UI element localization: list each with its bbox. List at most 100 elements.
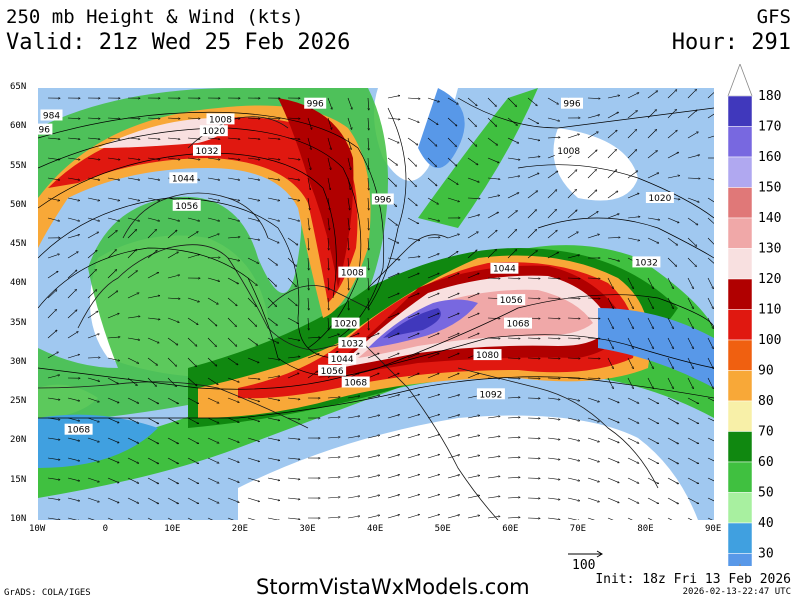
wind-vector (687, 517, 693, 520)
height-label: 1092 (479, 390, 502, 400)
wind-vector (687, 217, 698, 225)
height-label-box (328, 353, 357, 364)
wind-vector (307, 137, 311, 150)
wind-vector (547, 252, 559, 259)
wind-vector (547, 497, 560, 500)
wind-vector (667, 130, 677, 139)
wind-vector (227, 257, 240, 261)
longitude-label: 10E (164, 524, 181, 534)
wind-vector (287, 317, 299, 324)
wind-vector (167, 157, 180, 160)
wind-vector (287, 237, 298, 245)
wind-vector (247, 377, 260, 379)
forecast-hour: Hour: 291 (671, 30, 791, 55)
wind-vector (707, 197, 714, 203)
wind-vector (447, 293, 459, 299)
wind-vector (187, 417, 199, 424)
wind-vector (647, 497, 659, 504)
wind-vector (667, 109, 676, 119)
height-label: 996 (374, 196, 391, 206)
wind-vector (587, 318, 600, 319)
wind-vector (487, 177, 500, 179)
colorbar-level-label: 90 (758, 364, 774, 379)
wind-vector (308, 297, 309, 310)
wind-vector (87, 197, 100, 201)
wind-vector (308, 317, 309, 330)
wind-vector (207, 437, 219, 443)
wind-vector (207, 477, 219, 483)
wind-vector (427, 157, 436, 167)
wind-vector (207, 177, 220, 180)
wind-vector (127, 397, 139, 403)
wind-vector (407, 495, 420, 499)
wind-vector (227, 477, 239, 482)
wind-vector (607, 357, 613, 369)
wind-vector (367, 373, 379, 379)
wind-vector (207, 357, 217, 366)
wind-vector (207, 397, 219, 403)
height-label-box (193, 144, 221, 156)
wind-vector (587, 457, 599, 462)
wind-vector (627, 111, 637, 119)
wind-vector (187, 232, 198, 239)
wind-vector (527, 117, 539, 124)
wind-vector (327, 334, 339, 339)
height-label-box (172, 199, 201, 211)
wind-vector (387, 157, 398, 165)
wind-vector (167, 230, 177, 239)
wind-vector (467, 435, 480, 439)
longitude-label: 30E (299, 524, 316, 534)
wind-vector (247, 477, 260, 482)
wind-vector (107, 291, 118, 299)
wind-vector (467, 250, 477, 259)
height-label: 996 (38, 126, 50, 136)
wind-vector (627, 217, 640, 219)
wind-vector (127, 118, 140, 119)
wind-vector (47, 290, 57, 299)
wind-vector (467, 137, 477, 146)
wind-vector (507, 497, 520, 498)
wind-vector (67, 310, 77, 319)
wind-vector (368, 297, 369, 310)
wind-vector (227, 517, 234, 520)
wind-vector (67, 270, 77, 279)
wind-vector (107, 270, 117, 279)
wind-vector (607, 457, 619, 463)
wind-vector (467, 333, 479, 339)
wind-vector (607, 95, 620, 99)
wind-vector (267, 437, 280, 440)
wind-vector (467, 198, 480, 199)
wind-vector (47, 254, 59, 259)
wind-vector (107, 377, 119, 384)
wind-vector (147, 517, 153, 520)
wind-vector (527, 298, 540, 299)
latitude-label: 10N (10, 514, 27, 524)
colorbar-segment (727, 431, 753, 463)
wind-vector (367, 395, 380, 399)
wind-vector (547, 230, 557, 239)
wind-vector (687, 357, 693, 369)
grads-credit: GrADS: COLA/IGES (4, 588, 91, 598)
wind-vector (707, 437, 714, 442)
wind-vector (147, 357, 158, 365)
wind-vector (267, 197, 280, 201)
wind-vector (87, 334, 99, 339)
wind-vector (67, 457, 80, 461)
wind-vector (567, 210, 577, 219)
wind-vector (567, 378, 580, 379)
wind-vector (287, 297, 297, 306)
wind-vector (687, 237, 697, 246)
wind-vector (607, 214, 619, 219)
wind-vector (387, 373, 399, 379)
wind-vector (107, 217, 120, 221)
wind-vector (487, 496, 500, 499)
wind-vector (227, 357, 238, 365)
wind-vector (467, 373, 479, 379)
wind-vector (227, 317, 236, 327)
wind-vector (67, 437, 80, 441)
wind-vector (187, 377, 197, 386)
wind-vector (527, 338, 540, 339)
wind-vector (467, 293, 479, 299)
wind-vector (707, 497, 714, 502)
height-label-box (371, 193, 394, 205)
